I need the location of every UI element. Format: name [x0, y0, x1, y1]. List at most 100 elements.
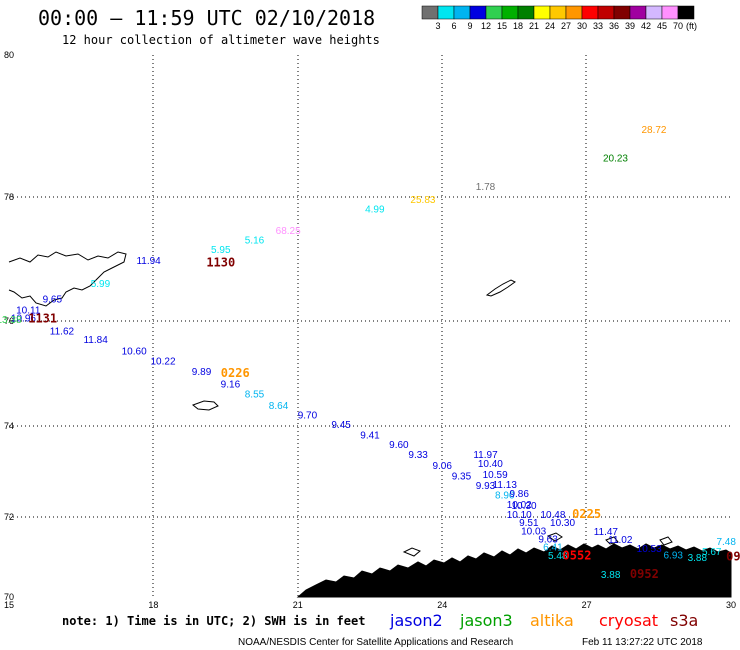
wave-height-value: 5.95: [211, 245, 231, 256]
legend-swatch: [469, 5, 487, 20]
longitude-label: 21: [293, 600, 303, 610]
wave-height-value: 10.22: [151, 357, 176, 368]
legend-label: 15: [497, 21, 507, 31]
map-panel: 80 78 76 74 72 70 15 18 21 24 27 30 28.72 20.23 1.78…: [0, 50, 740, 610]
wave-height-value: 28.72: [641, 125, 666, 136]
longitude-label: 18: [148, 600, 158, 610]
legend-swatch: [549, 5, 567, 20]
longitude-label: 15: [4, 600, 14, 610]
wave-height-value: 3.88: [601, 570, 621, 581]
wave-height-value: 11.02: [608, 535, 633, 546]
legend-swatch: [645, 5, 663, 20]
legend-swatch: [661, 5, 679, 20]
wave-height-value: 9.41: [360, 431, 380, 442]
wave-height-value: 5.48: [548, 551, 568, 562]
wave-height-value: 10.30: [512, 501, 537, 512]
legend-swatch: [597, 5, 615, 20]
wave-height-value: 10.60: [122, 347, 147, 358]
pass-time-label: 0951: [726, 550, 740, 564]
wave-height-value: 5.67: [702, 547, 722, 558]
coastline: [8, 251, 732, 598]
longitude-label: 24: [437, 600, 447, 610]
wave-height-value: 10.96: [11, 314, 36, 325]
wave-height-value: 9.51: [519, 518, 539, 529]
legend-swatch: [581, 5, 599, 20]
wave-height-value: 11.13: [493, 480, 518, 491]
legend-label: 27: [561, 21, 571, 31]
wave-height-value: 9.33: [408, 450, 428, 461]
map-subtitle: 12 hour collection of altimeter wave hei…: [62, 33, 380, 47]
satellite-name: jason2: [389, 611, 443, 630]
legend-swatch: [533, 5, 551, 20]
wave-height-value: 10.48: [540, 510, 565, 521]
legend-label: 42: [641, 21, 651, 31]
latitude-label: 72: [4, 512, 14, 522]
wave-height-value: 10.59: [483, 470, 508, 481]
wave-height-value: 7.48: [716, 537, 736, 548]
wave-height-value: 10.02: [507, 500, 532, 511]
wave-height-value: 6.93: [664, 551, 684, 562]
wave-height-value: 5.99: [91, 279, 111, 290]
wave-height-value: 4.99: [365, 205, 385, 216]
pass-time-label: 0552: [563, 548, 592, 562]
wave-height-value: 9.06: [432, 461, 452, 472]
legend-label: 39: [625, 21, 635, 31]
legend-label: 36: [609, 21, 619, 31]
legend-swatch: [677, 5, 695, 20]
wave-height-value: 10.40: [478, 459, 503, 470]
legend-label: 6: [451, 21, 456, 31]
legend-label: 12: [481, 21, 491, 31]
legend-swatch: [629, 5, 647, 20]
legend-swatch: [613, 5, 631, 20]
legend-label: 3: [435, 21, 440, 31]
legend-swatch: [437, 5, 455, 20]
satellite-name: s3a: [670, 611, 698, 630]
legend-label: 21: [529, 21, 539, 31]
wave-height-value: 9.93: [476, 481, 496, 492]
observation-layer: 28.72 20.23 1.78 25.83 4.99 68.25 5.16 5.95 11.9…: [0, 125, 736, 581]
wave-height-value: 8.64: [269, 401, 289, 412]
latitude-label: 80: [4, 50, 14, 60]
satellite-name: jason3: [459, 611, 513, 630]
pass-time-label: 0225: [572, 507, 601, 521]
legend-swatch: [485, 5, 503, 20]
legend-label: 30: [577, 21, 587, 31]
latitude-label: 74: [4, 421, 14, 431]
pass-time-label: 0226: [221, 366, 250, 380]
wave-height-value: 11.62: [50, 327, 75, 338]
latitude-label: 70: [4, 592, 14, 602]
wave-height-value: 6.41: [543, 543, 563, 554]
wave-height-value: 11.84: [83, 335, 108, 346]
wave-height-value: 10.11: [16, 306, 41, 317]
satellite-name: cryosat: [599, 611, 658, 630]
wave-height-value: 9.86: [509, 489, 529, 500]
pass-time-layer: 1130 1131 0226 0225 0552 0951 0952: [28, 255, 740, 580]
wave-height-value: 8.96: [495, 490, 515, 501]
pass-time-label: 1130: [206, 255, 235, 269]
pass-time-label: 0952: [630, 567, 659, 581]
wave-height-value: 11.97: [473, 450, 498, 461]
satellite-legend: jason2 jason3 altika cryosat s3a: [389, 611, 698, 630]
legend-unit: (ft): [686, 21, 697, 31]
latitude-labels: 80 78 76 74 72 70: [4, 50, 14, 602]
wave-height-value: 9.70: [298, 411, 318, 422]
latitude-label: 76: [4, 316, 14, 326]
wave-height-value: 9.89: [192, 367, 212, 378]
longitude-label: 30: [726, 600, 736, 610]
legend-swatch: [565, 5, 583, 20]
latitude-label: 78: [4, 192, 14, 202]
legend-label: 24: [545, 21, 555, 31]
legend-swatch: [517, 5, 535, 20]
legend-swatch: [453, 5, 471, 20]
wave-height-value: 25.83: [410, 195, 435, 206]
legend-label: 45: [657, 21, 667, 31]
wave-height-value: 5.16: [245, 236, 265, 247]
wave-height-value: 1.78: [476, 182, 496, 193]
wave-height-value: 9.35: [452, 472, 472, 483]
legend-label: 9: [467, 21, 472, 31]
generation-timestamp: Feb 11 13:27:22 UTC 2018: [582, 637, 703, 648]
longitude-label: 27: [582, 600, 592, 610]
wave-height-value: 9.65: [43, 294, 63, 305]
wave-height-value: 11.94: [136, 256, 161, 267]
wave-height-color-legend: 3 6 9 12 15 18 21 24 27 30 33 36 39 42 45 70 (ft): [421, 5, 697, 31]
